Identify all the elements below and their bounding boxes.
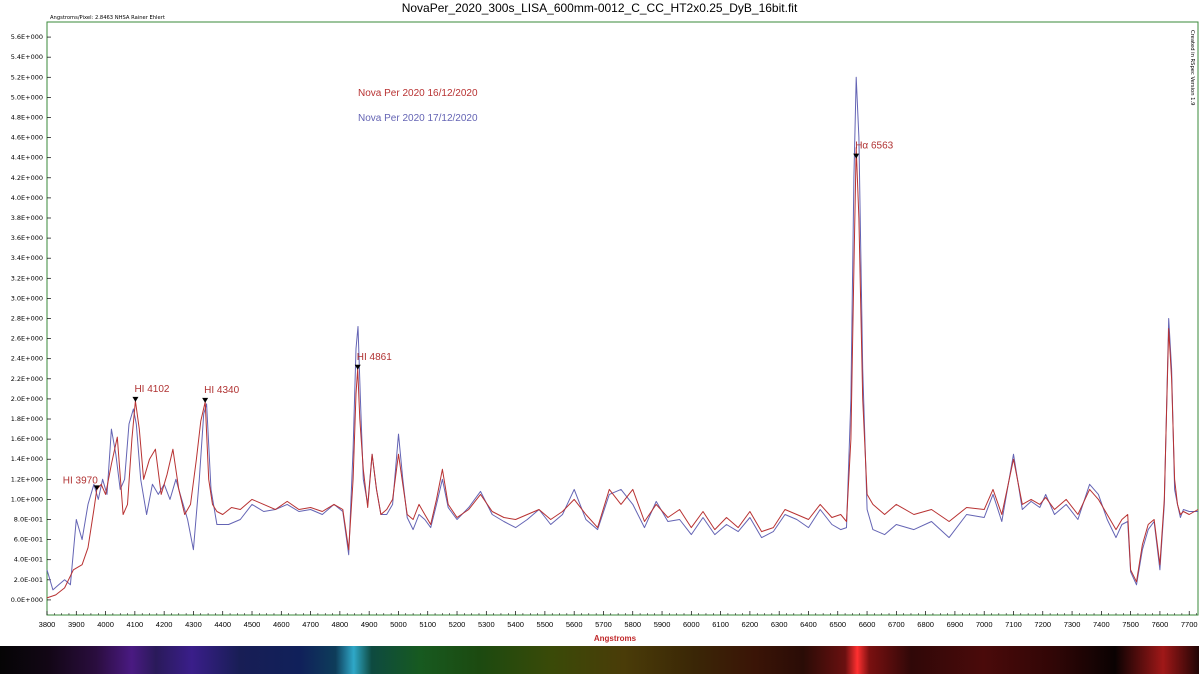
x-tick-label: 5200 xyxy=(449,620,466,629)
x-tick-label: 4100 xyxy=(127,620,144,629)
chart-subtitle: Angstroms/Pixel: 2.8463 NHSA Rainer Ehle… xyxy=(50,15,165,21)
y-tick-label: 4.2E+000 xyxy=(11,174,43,182)
x-tick-label: 3800 xyxy=(39,620,56,629)
x-tick-label: 7500 xyxy=(1122,620,1139,629)
line-marker xyxy=(202,397,209,403)
x-tick-label: 5500 xyxy=(537,620,554,629)
x-tick-label: 6400 xyxy=(800,620,817,629)
line-marker xyxy=(93,485,100,491)
line-marker xyxy=(132,396,139,402)
y-tick-label: 5.2E+000 xyxy=(11,73,43,81)
series-layer xyxy=(46,76,1199,599)
annotations: HI 3970 HI 4102 HI 4340 HI 4861 Hα 6563 xyxy=(63,141,894,491)
legend: Nova Per 2020 16/12/2020 Nova Per 2020 1… xyxy=(358,88,478,124)
x-tick-label: 4600 xyxy=(273,620,290,629)
chart-title: NovaPer_2020_300s_LISA_600mm-0012_C_CC_H… xyxy=(401,1,798,15)
y-tick-label: 1.2E+000 xyxy=(11,475,43,483)
x-tick-label: 4000 xyxy=(97,620,114,629)
x-axis-label: Angstroms xyxy=(594,634,637,643)
line-annotation-label: Hα 6563 xyxy=(855,141,893,152)
y-tick-label: 1.6E+000 xyxy=(11,435,43,443)
x-tick-label: 5400 xyxy=(507,620,524,629)
y-tick-label: 3.8E+000 xyxy=(11,214,43,222)
x-tick-label: 7100 xyxy=(1005,620,1022,629)
y-tick-label: 6.0E-001 xyxy=(14,536,43,544)
x-tick-label: 5700 xyxy=(595,620,612,629)
right-note: Created in RSpec Version 1.9 xyxy=(1189,30,1195,105)
y-tick-label: 2.0E-001 xyxy=(14,576,43,584)
line-annotation-label: HI 4861 xyxy=(357,352,392,363)
x-tick-label: 4200 xyxy=(156,620,173,629)
y-tick-label: 3.4E+000 xyxy=(11,254,43,262)
x-tick-label: 5900 xyxy=(654,620,671,629)
x-tick-label: 5300 xyxy=(478,620,495,629)
x-tick-label: 5600 xyxy=(566,620,583,629)
x-tick-label: 4400 xyxy=(214,620,231,629)
x-tick-label: 7000 xyxy=(976,620,993,629)
legend-entry-series-2: Nova Per 2020 17/12/2020 xyxy=(358,113,478,124)
y-tick-label: 8.0E-001 xyxy=(14,516,43,524)
x-tick-label: 6100 xyxy=(712,620,729,629)
y-tick-label: 1.0E+000 xyxy=(11,495,43,503)
series-line-1 xyxy=(46,147,1199,599)
x-tick-label: 7600 xyxy=(1152,620,1169,629)
x-tick-label: 7200 xyxy=(1034,620,1051,629)
y-tick-label: 2.0E+000 xyxy=(11,395,43,403)
y-tick-label: 4.4E+000 xyxy=(11,154,43,162)
x-tick-label: 4300 xyxy=(185,620,202,629)
y-tick-label: 1.4E+000 xyxy=(11,455,43,463)
y-tick-label: 3.0E+000 xyxy=(11,294,43,302)
y-tick-label: 5.4E+000 xyxy=(11,53,43,61)
y-axis: 0.0E+000 2.0E-001 4.0E-001 6.0E-001 8.0E-001… xyxy=(11,33,51,604)
y-tick-label: 4.0E-001 xyxy=(14,556,43,564)
y-tick-label: 4.6E+000 xyxy=(11,134,43,142)
x-tick-label: 6900 xyxy=(947,620,964,629)
x-tick-label: 7700 xyxy=(1181,620,1198,629)
x-axis: 3800 3900 4000 4100 4200 4300 4400 4500 4600 4700… xyxy=(39,611,1198,629)
x-tick-label: 6300 xyxy=(771,620,788,629)
x-tick-label: 6700 xyxy=(888,620,905,629)
x-tick-label: 3900 xyxy=(68,620,85,629)
y-tick-label: 4.8E+000 xyxy=(11,113,43,121)
line-annotation-label: HI 3970 xyxy=(63,475,98,486)
y-tick-label: 5.0E+000 xyxy=(11,93,43,101)
x-tick-label: 7300 xyxy=(1064,620,1081,629)
y-tick-label: 1.8E+000 xyxy=(11,415,43,423)
y-tick-label: 3.6E+000 xyxy=(11,234,43,242)
y-tick-label: 2.8E+000 xyxy=(11,315,43,323)
x-tick-label: 5100 xyxy=(419,620,436,629)
x-tick-label: 6800 xyxy=(917,620,934,629)
y-tick-label: 3.2E+000 xyxy=(11,274,43,282)
plot-frame xyxy=(46,21,1199,616)
x-tick-label: 4700 xyxy=(302,620,319,629)
y-tick-label: 2.6E+000 xyxy=(11,335,43,343)
x-tick-label: 4800 xyxy=(332,620,349,629)
x-tick-label: 4900 xyxy=(361,620,378,629)
x-tick-label: 6500 xyxy=(829,620,846,629)
line-marker xyxy=(354,364,361,370)
y-tick-label: 4.0E+000 xyxy=(11,194,43,202)
line-annotation-label: HI 4340 xyxy=(204,385,239,396)
x-tick-label: 7400 xyxy=(1093,620,1110,629)
y-tick-label: 2.4E+000 xyxy=(11,355,43,363)
color-spectrum-strip xyxy=(0,646,1199,674)
y-tick-label: 5.6E+000 xyxy=(11,33,43,41)
x-tick-label: 6600 xyxy=(859,620,876,629)
legend-entry-series-1: Nova Per 2020 16/12/2020 xyxy=(358,88,478,99)
y-tick-label: 0.0E+000 xyxy=(11,596,43,604)
y-tick-label: 2.2E+000 xyxy=(11,375,43,383)
x-tick-label: 6200 xyxy=(742,620,759,629)
x-tick-label: 4500 xyxy=(244,620,261,629)
series-line-2 xyxy=(46,76,1198,591)
x-tick-label: 6000 xyxy=(683,620,700,629)
line-marker xyxy=(853,153,860,159)
x-tick-label: 5800 xyxy=(624,620,641,629)
x-tick-label: 5000 xyxy=(390,620,407,629)
line-annotation-label: HI 4102 xyxy=(134,384,169,395)
